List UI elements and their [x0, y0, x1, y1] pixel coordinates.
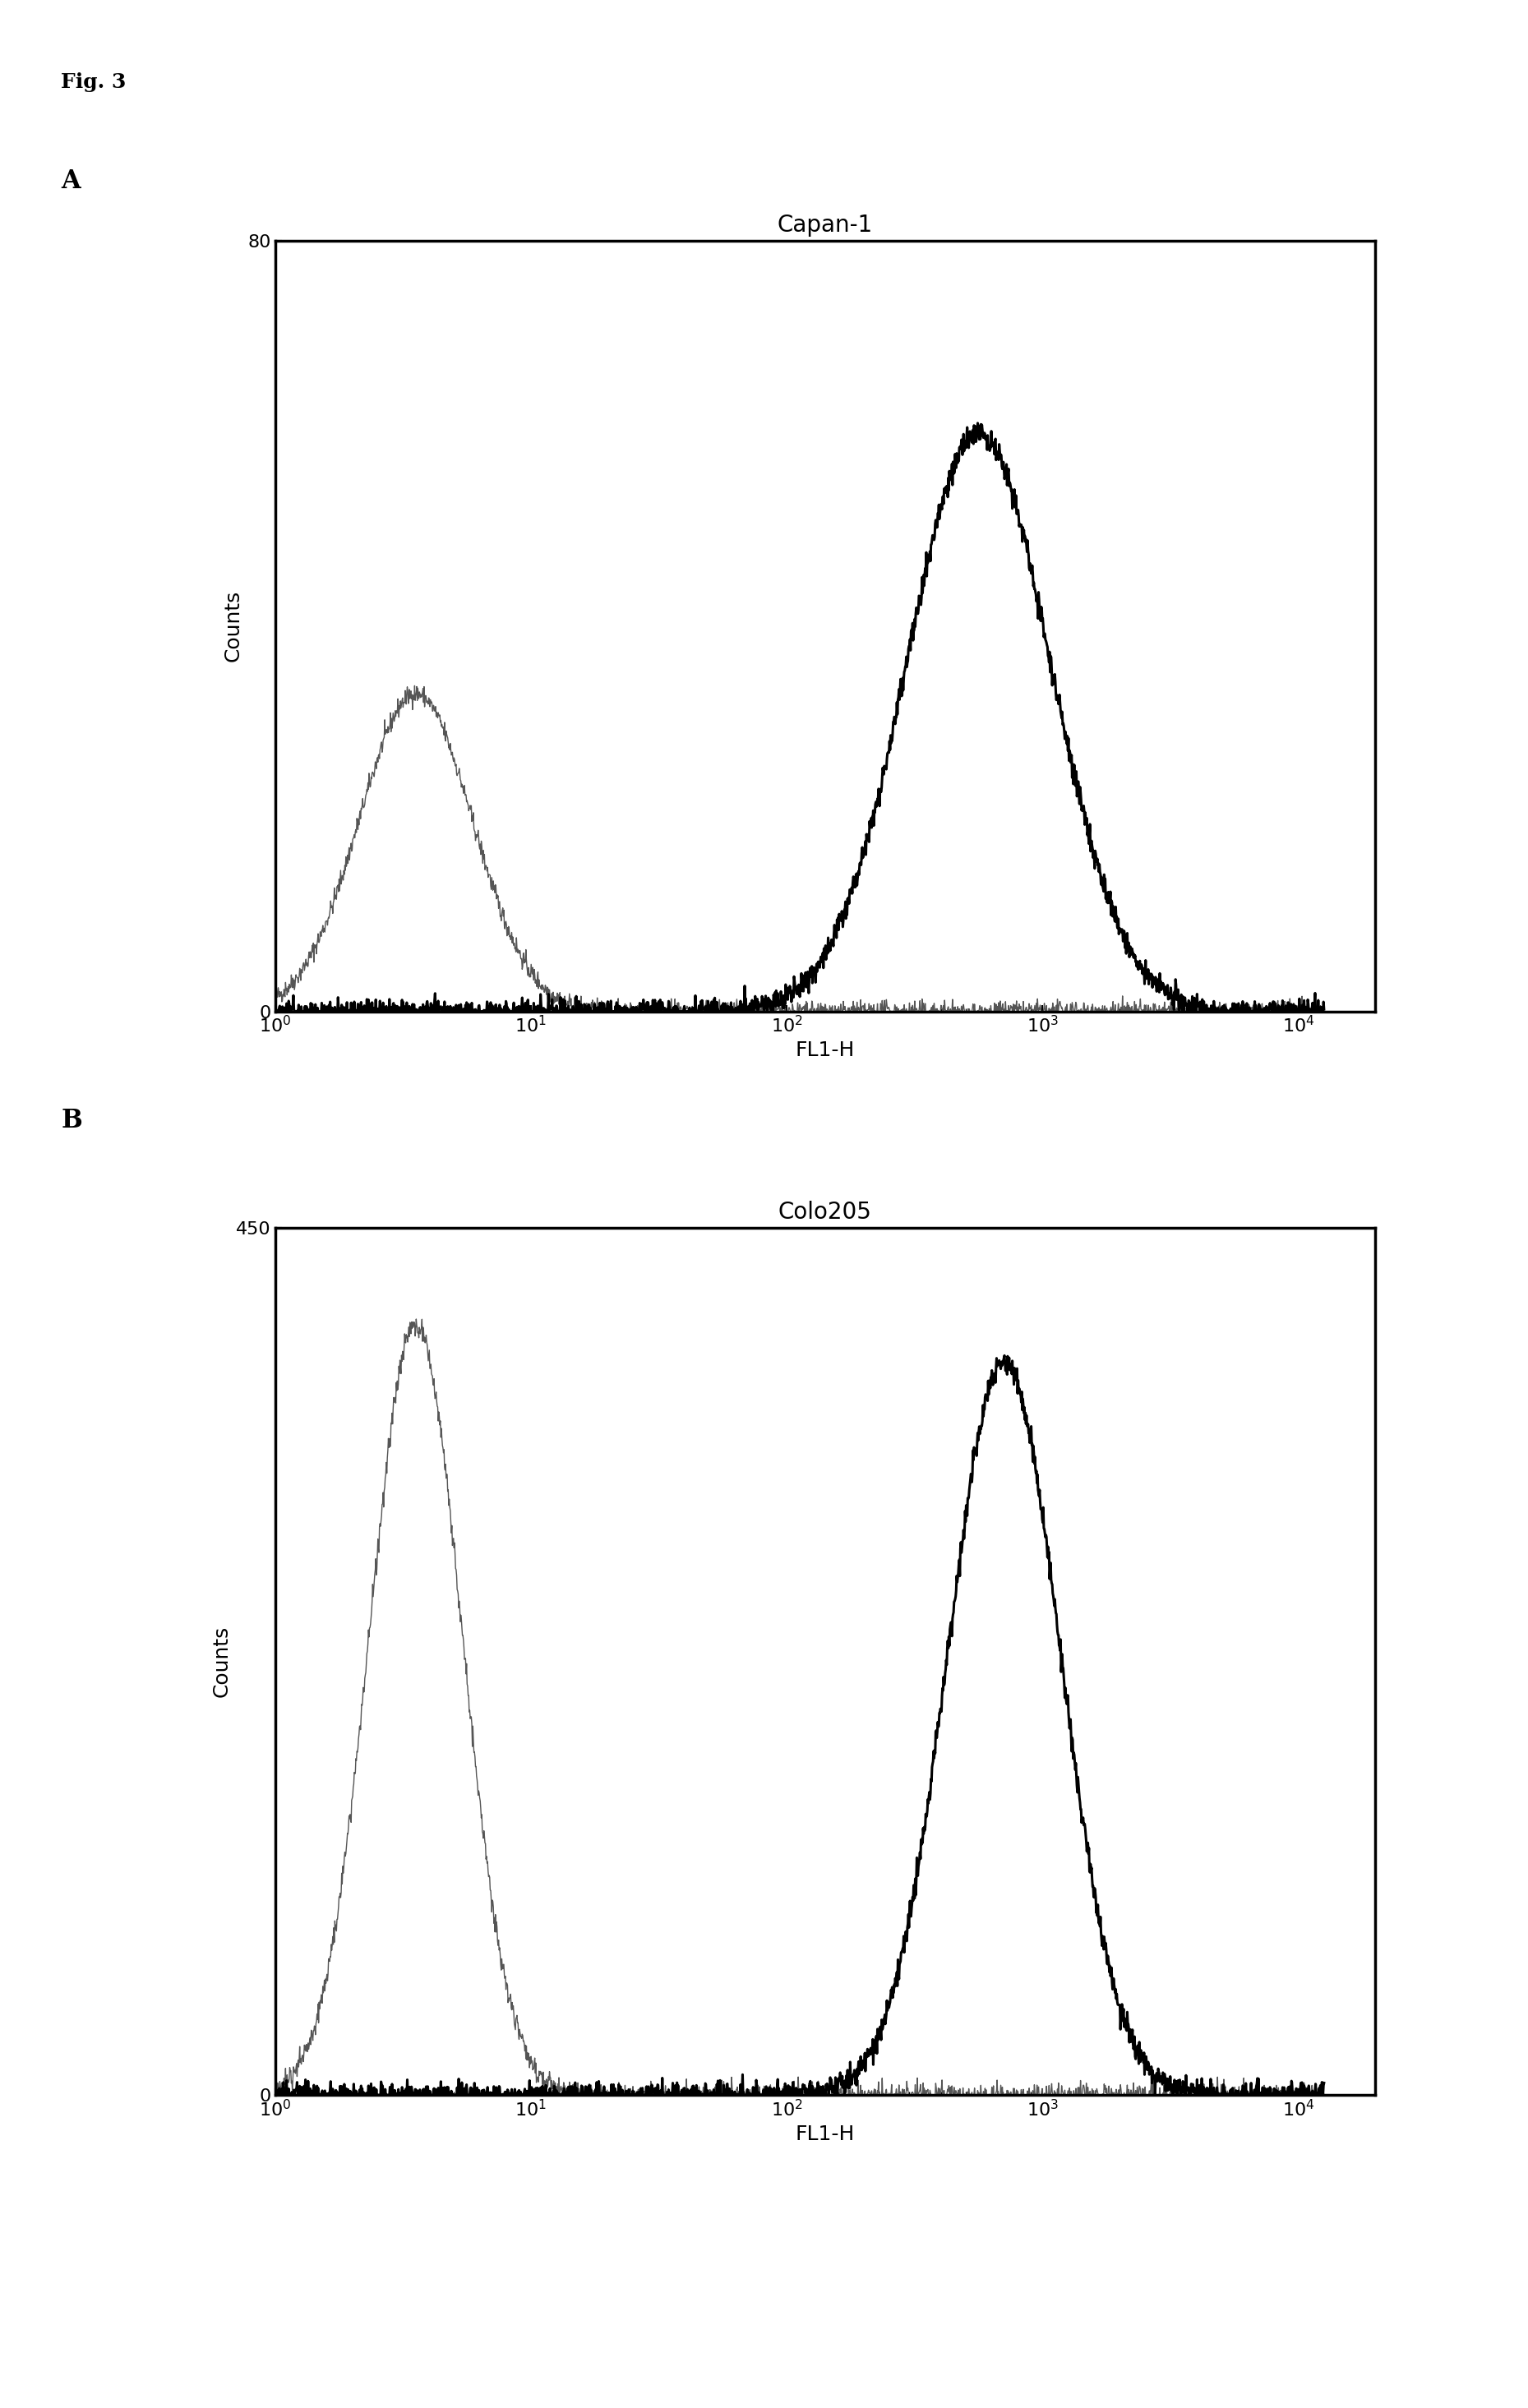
- Title: Colo205: Colo205: [778, 1202, 872, 1223]
- Text: B: B: [61, 1108, 83, 1134]
- Text: A: A: [61, 169, 81, 195]
- Title: Capan-1: Capan-1: [778, 214, 872, 236]
- Y-axis label: Counts: Counts: [223, 590, 243, 662]
- X-axis label: FL1-H: FL1-H: [796, 2124, 854, 2143]
- X-axis label: FL1-H: FL1-H: [796, 1040, 854, 1060]
- Y-axis label: Counts: Counts: [212, 1625, 231, 1698]
- Text: Fig. 3: Fig. 3: [61, 72, 127, 92]
